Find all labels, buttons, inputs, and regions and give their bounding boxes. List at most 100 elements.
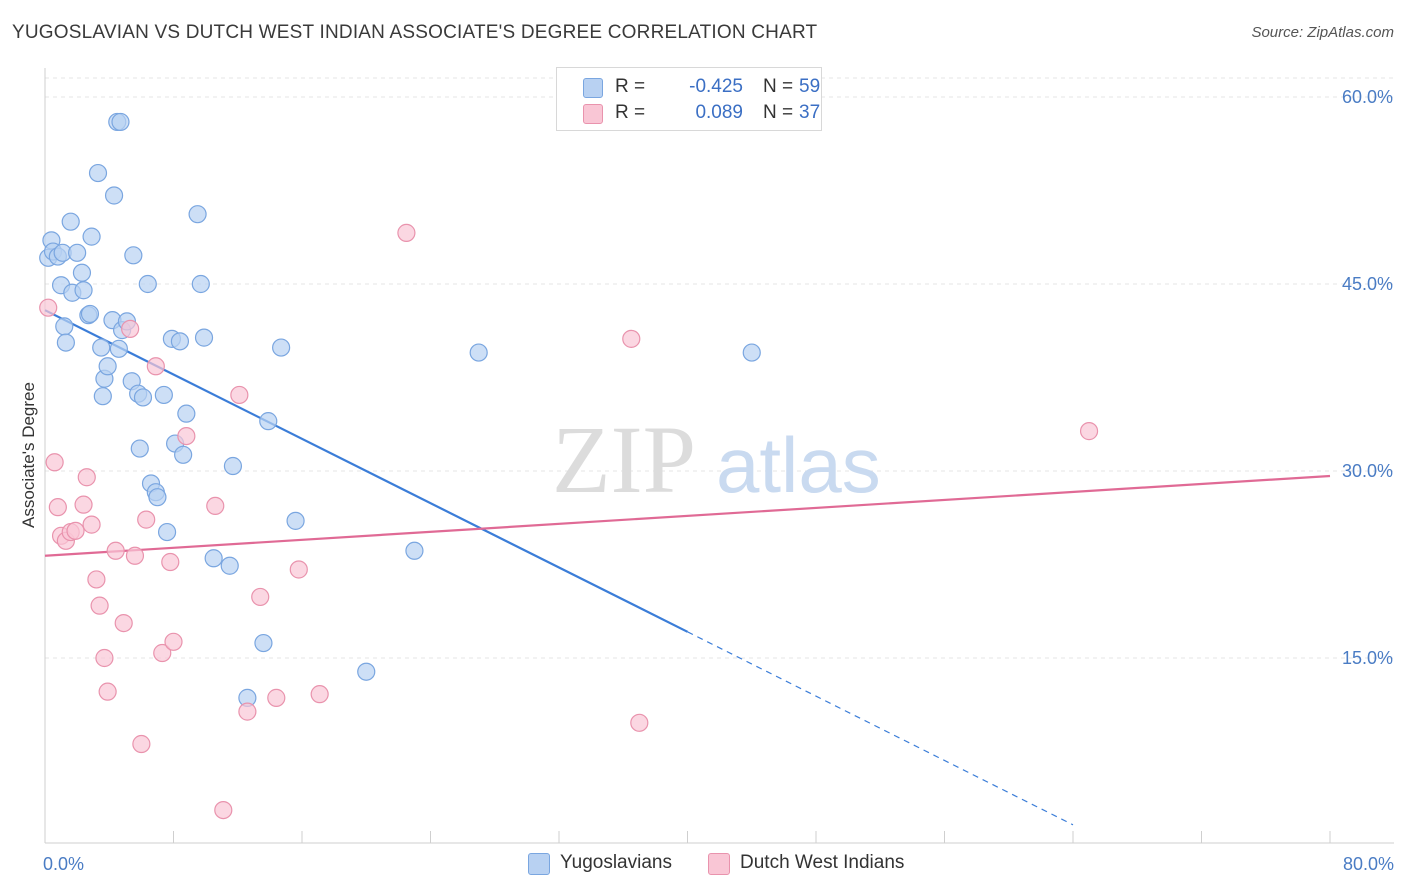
dutch-west-indians-point xyxy=(230,385,249,405)
series-swatch-yugoslavians xyxy=(528,853,550,875)
yugoslavians-point xyxy=(742,343,761,362)
data-points xyxy=(39,112,1099,820)
dutch-west-indians-point xyxy=(45,453,64,472)
yugoslavians-point xyxy=(157,522,177,542)
dutch-west-indians-point xyxy=(98,682,117,701)
yugoslavians-point xyxy=(194,328,214,347)
dutch-west-indians-point xyxy=(251,587,270,607)
yugoslavians-point xyxy=(130,439,149,458)
dutch-west-indians-point xyxy=(1079,422,1099,441)
dutch-west-indians-point xyxy=(48,498,67,517)
dutch-west-indians-point xyxy=(125,546,145,565)
x-tick-label-max: 80.0% xyxy=(1343,854,1394,874)
dutch-west-indians-point xyxy=(66,521,85,540)
yugoslavians-point xyxy=(111,112,130,132)
yugoslavians-point xyxy=(61,212,80,231)
y-tick-label: 45.0% xyxy=(1342,274,1393,294)
dutch-west-indians-point xyxy=(39,298,58,317)
dutch-west-indians-point xyxy=(114,613,133,633)
legend-swatch-dutch-west-indians xyxy=(583,104,603,124)
dutch-west-indians-point xyxy=(289,560,308,579)
dutch-west-indians-point xyxy=(153,643,172,663)
yugoslavians-point xyxy=(177,404,196,423)
yugoslavians-point xyxy=(259,412,278,431)
yugoslavians-point xyxy=(148,488,167,507)
series-name-dutch-west-indians: Dutch West Indians xyxy=(740,852,905,873)
yugoslavians-point xyxy=(109,339,128,358)
series-legend: Yugoslavians Dutch West Indians xyxy=(0,852,1406,878)
chart-source: Source: ZipAtlas.com xyxy=(1251,24,1394,41)
yugoslavians-point xyxy=(104,186,124,205)
yugoslavians-point xyxy=(72,263,92,282)
dutch-west-indians-point xyxy=(77,468,96,487)
watermark-zip: ZIP xyxy=(552,406,696,513)
yugoslavians-point xyxy=(98,357,117,376)
dutch-west-indians-point xyxy=(121,319,140,338)
yugoslavians-point xyxy=(138,274,157,294)
yugoslavians-point xyxy=(188,205,207,224)
yugoslavians-point xyxy=(469,343,488,362)
dutch-west-indians-point xyxy=(137,510,156,529)
dutch-west-indians-point xyxy=(214,800,233,820)
series-name-yugoslavians: Yugoslavians xyxy=(560,852,672,873)
dutch-west-indians-point xyxy=(106,541,125,560)
yugoslavians-point xyxy=(272,338,291,357)
dutch-west-indians-point xyxy=(630,713,649,732)
yugoslavians-point xyxy=(223,456,243,476)
legend-n-label: N = xyxy=(763,76,794,97)
y-tick-label: 15.0% xyxy=(1342,648,1393,668)
yugoslavians-point xyxy=(154,385,173,405)
dutch-west-indians-point xyxy=(397,223,416,242)
legend-n-value: 37 xyxy=(799,102,821,123)
yugoslavians-point xyxy=(170,332,190,351)
dutch-west-indians-point xyxy=(82,515,101,534)
legend-n-label: N = xyxy=(763,102,794,123)
yugoslavians-point xyxy=(204,549,223,568)
x-tick-label-min: 0.0% xyxy=(43,854,84,874)
y-axis-label: Associate's Degree xyxy=(19,382,38,528)
yugoslavians-point xyxy=(56,333,75,352)
yugoslavians-point xyxy=(55,317,74,336)
yugoslavians-point xyxy=(124,246,143,265)
yugoslavians-point xyxy=(93,387,112,406)
legend-r-label: R = xyxy=(615,102,646,123)
gridlines xyxy=(45,77,1394,659)
yugoslavians-point xyxy=(174,445,193,464)
chart-title: YUGOSLAVIAN VS DUTCH WEST INDIAN ASSOCIA… xyxy=(12,22,818,43)
yugoslavians-point xyxy=(92,338,111,357)
yugoslavians-point xyxy=(74,281,93,300)
dutch-west-indians-point xyxy=(164,632,183,651)
dutch-west-indians-point xyxy=(177,426,196,446)
dutch-west-indians-point xyxy=(622,329,641,348)
legend-r-value: 0.089 xyxy=(695,102,743,123)
y-tick-label: 60.0% xyxy=(1342,87,1393,107)
y-tick-label: 30.0% xyxy=(1342,461,1393,481)
yugoslavians-point xyxy=(88,163,108,183)
yugoslavians-point xyxy=(80,304,100,324)
series-swatch-dutch-west-indians xyxy=(708,853,730,875)
dutch-west-indians-point xyxy=(90,596,109,615)
yugoslavians-point xyxy=(254,633,273,653)
dutch-west-indians-point xyxy=(95,648,114,668)
yugoslavians-trend-extension xyxy=(687,631,1074,826)
yugoslavians-point xyxy=(286,511,305,530)
yugoslavians-point xyxy=(405,541,424,560)
dutch-west-indians-trend-line xyxy=(44,474,1331,557)
yugoslavians-point xyxy=(82,227,101,246)
watermark: ZIP atlas xyxy=(552,406,881,513)
yugoslavians-point xyxy=(68,243,87,262)
dutch-west-indians-point xyxy=(87,570,106,589)
axes: 15.0% 30.0% 45.0% 60.0% 0.0% 80.0% xyxy=(43,68,1394,874)
dutch-west-indians-point xyxy=(267,688,286,707)
yugoslavians-point xyxy=(133,388,153,407)
legend-r-value: -0.425 xyxy=(689,76,743,97)
yugoslavians-point xyxy=(357,662,376,681)
yugoslavians-point xyxy=(191,274,210,294)
dutch-west-indians-point xyxy=(146,357,165,376)
dutch-west-indians-point xyxy=(74,495,93,514)
dutch-west-indians-point xyxy=(310,685,329,704)
dutch-west-indians-point xyxy=(238,702,257,721)
correlation-legend: R = -0.425 N = 59 R = 0.089 N = 37 xyxy=(556,67,822,131)
dutch-west-indians-point xyxy=(161,552,180,572)
